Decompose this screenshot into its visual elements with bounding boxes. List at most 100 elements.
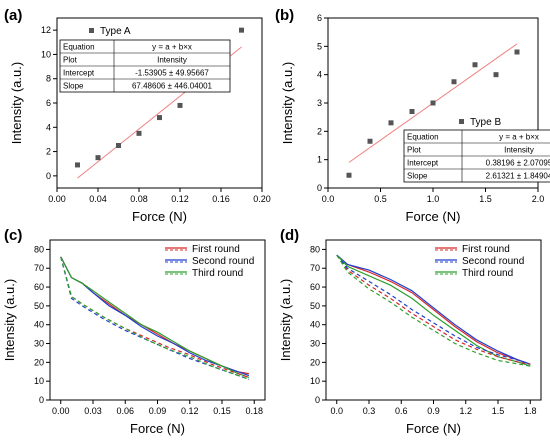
legend-label: First round [462,244,510,255]
y-tick-label: 4 [317,70,322,80]
data-point [367,138,373,144]
legend-marker [89,28,94,33]
fit-table-value: Intensity [157,56,187,65]
y-tick-label: 30 [34,339,44,349]
x-tick-label: 0.20 [253,194,271,204]
legend-label: First round [192,244,240,255]
legend-marker [459,119,464,124]
y-tick-label: 60 [310,282,320,292]
y-tick-label: 10 [34,376,44,386]
data-point [157,115,162,121]
legend-label: Type B [470,117,501,128]
data-point [239,27,244,33]
x-tick-label: 0.00 [48,194,66,204]
series-line-dashed-5 [60,256,250,380]
x-tick-label: 0.12 [181,406,199,416]
x-tick-label: 0.6 [395,406,408,416]
series-line-0 [336,254,531,365]
panel-label: (d) [280,227,299,244]
x-tick-label: 0.15 [213,406,231,416]
fit-table: Equation y = a + b×x Plot Intensity Intercep… [403,129,550,183]
y-tick-label: 0 [46,171,51,181]
x-tick-label: 1.0 [427,194,440,204]
x-tick-label: 1.8 [524,406,537,416]
data-point [177,102,183,108]
fit-table-value: 0.38196 ± 2.07095 [486,159,550,168]
x-tick-label: 1.5 [492,406,505,416]
y-tick-label: 30 [310,339,320,349]
y-axis-label: Intensity (a.u.) [9,62,24,144]
series-line-dashed-3 [336,254,531,365]
data-point [346,172,352,178]
y-tick-label: 2 [46,147,51,157]
data-point [514,49,520,55]
fit-table-value: y = a + b×x [152,43,192,52]
x-axis-label: Force (N) [406,421,461,436]
chart-panel-d: (d) 0.0 0.3 0.6 0.9 1.2 1.5 1.8 0 10 20 30 40 50 60 70 8… [278,227,542,436]
x-tick-label: 0.03 [84,406,102,416]
y-tick-label: 60 [34,282,44,292]
y-tick-label: 40 [310,320,320,330]
series-line-2 [60,256,250,378]
data-point [136,130,142,136]
y-tick-label: 0 [39,395,44,405]
fit-table-key: Plot [63,56,78,65]
panel-label: (a) [4,7,22,24]
y-axis-label: Intensity (a.u.) [278,279,293,361]
fit-table-value: 67.48606 ± 446.04001 [132,82,213,91]
x-axis-label: Force (N) [406,209,461,224]
y-tick-label: 80 [310,244,320,254]
y-tick-label: 70 [310,263,320,273]
y-tick-label: 12 [41,25,51,35]
panel-label: (b) [275,7,294,24]
series-line-dashed-5 [336,254,531,367]
y-tick-label: 5 [317,41,322,51]
panel-label: (c) [4,227,22,244]
x-tick-label: 0.08 [130,194,148,204]
data-point [116,143,121,148]
fit-table-value: y = a + b×x [499,133,539,142]
x-axis-label: Force (N) [130,421,185,436]
x-tick-label: 0.00 [52,406,70,416]
data-point [388,120,394,126]
data-point [472,62,478,68]
legend-label: Third round [462,268,513,279]
x-tick-label: 0.06 [116,406,134,416]
x-tick-label: 0.9 [427,406,440,416]
fit-table-key: Slope [407,172,428,181]
series-line-1 [336,254,531,365]
y-axis-label: Intensity (a.u.) [280,62,295,144]
x-tick-label: 0.04 [89,194,107,204]
fit-table-key: Plot [407,146,422,155]
y-tick-label: 20 [310,357,320,367]
y-tick-label: 80 [34,244,44,254]
data-point [493,72,499,78]
chart-panel-b: (b) 0.0 0.5 1.0 1.5 2.0 0 1 2 3 4 5 6 Force (N) Intens… [275,7,550,224]
fit-table-value: 2.61321 ± 1.84904 [486,172,550,181]
x-tick-label: 0.3 [363,406,376,416]
legend-label: Type A [100,26,131,37]
y-tick-label: 50 [310,301,320,311]
fit-table-key: Intercept [407,159,439,168]
legend-label: Third round [192,268,243,279]
y-tick-label: 6 [46,98,51,108]
data-point [75,162,80,168]
x-tick-label: 0.0 [330,406,343,416]
fit-table-key: Slope [63,82,84,91]
fit-table: Equation y = a + b×x Plot Intensity Intercep… [59,39,231,93]
y-tick-label: 0 [315,395,320,405]
data-point [430,100,436,106]
y-tick-label: 10 [310,376,320,386]
y-tick-label: 20 [34,357,44,367]
x-tick-label: 1.5 [479,194,492,204]
data-point [451,79,457,85]
x-tick-label: 0.0 [322,194,335,204]
y-tick-label: 0 [317,183,322,193]
x-tick-label: 0.5 [374,194,387,204]
y-tick-label: 4 [46,122,51,132]
legend-label: Second round [462,256,524,267]
data-point [409,109,415,114]
y-axis-label: Intensity (a.u.) [2,279,17,361]
x-tick-label: 1.2 [459,406,472,416]
y-tick-label: 8 [46,74,51,84]
